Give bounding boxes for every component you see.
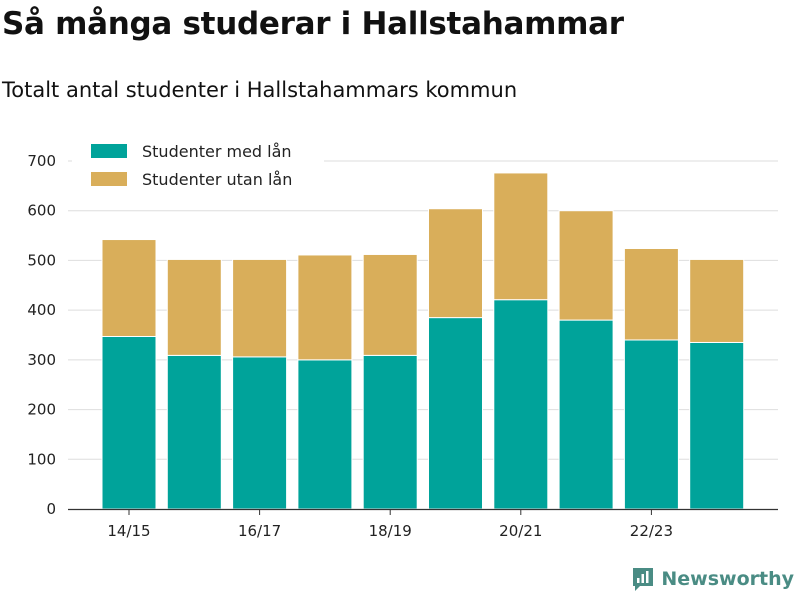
brand-name: Newsworthy xyxy=(661,568,794,590)
bar-segment xyxy=(362,354,418,510)
legend-label: Studenter med lån xyxy=(142,142,292,161)
axes: 0 100 200 300 400 500 600 700 14/15 16/17 18/19 20/… xyxy=(27,152,778,540)
bar-segment xyxy=(623,247,679,341)
x-tick-label: 14/15 xyxy=(107,522,150,540)
bar-segment xyxy=(166,258,222,356)
y-tick-label: 200 xyxy=(27,401,56,419)
x-tick-label: 18/19 xyxy=(369,522,412,540)
bar-segment xyxy=(297,359,353,510)
bar-segment xyxy=(362,253,418,356)
y-tick-label: 400 xyxy=(27,301,56,319)
chart-subtitle: Totalt antal studenter i Hallstahammars … xyxy=(2,78,518,102)
bar-segment xyxy=(428,317,483,510)
bars xyxy=(101,172,745,510)
bar-segment xyxy=(297,254,353,361)
bar-segment xyxy=(166,354,222,510)
y-tick-label: 500 xyxy=(27,251,56,269)
bar-segment xyxy=(689,258,745,343)
newsworthy-logo-icon xyxy=(633,568,654,591)
y-tick-label: 600 xyxy=(27,202,56,220)
bar-segment xyxy=(232,356,288,510)
x-tick-label: 22/23 xyxy=(630,522,673,540)
bar-segment xyxy=(493,172,549,301)
y-tick-label: 700 xyxy=(27,152,56,170)
y-tick-label: 300 xyxy=(27,351,56,369)
bar-segment xyxy=(623,339,679,510)
bar-segment xyxy=(232,258,288,358)
bar-segment xyxy=(689,341,745,510)
bar-segment xyxy=(558,210,614,321)
y-tick-label: 0 xyxy=(46,500,56,518)
legend: Studenter med lån Studenter utan lån xyxy=(72,136,324,194)
legend-label: Studenter utan lån xyxy=(142,170,292,189)
x-tick-label: 20/21 xyxy=(499,522,542,540)
bar-segment xyxy=(493,299,549,510)
bar-segment xyxy=(558,319,614,510)
x-tick-label: 16/17 xyxy=(238,522,281,540)
chart-title: Så många studerar i Hallstahammar xyxy=(2,6,624,42)
y-tick-label: 100 xyxy=(27,450,56,468)
bar-segment xyxy=(101,239,157,337)
bar-segment xyxy=(428,208,483,319)
legend-swatch xyxy=(91,144,127,158)
bar-segment xyxy=(101,335,157,510)
legend-swatch xyxy=(91,172,127,186)
brand-logo: Newsworthy xyxy=(631,566,794,592)
